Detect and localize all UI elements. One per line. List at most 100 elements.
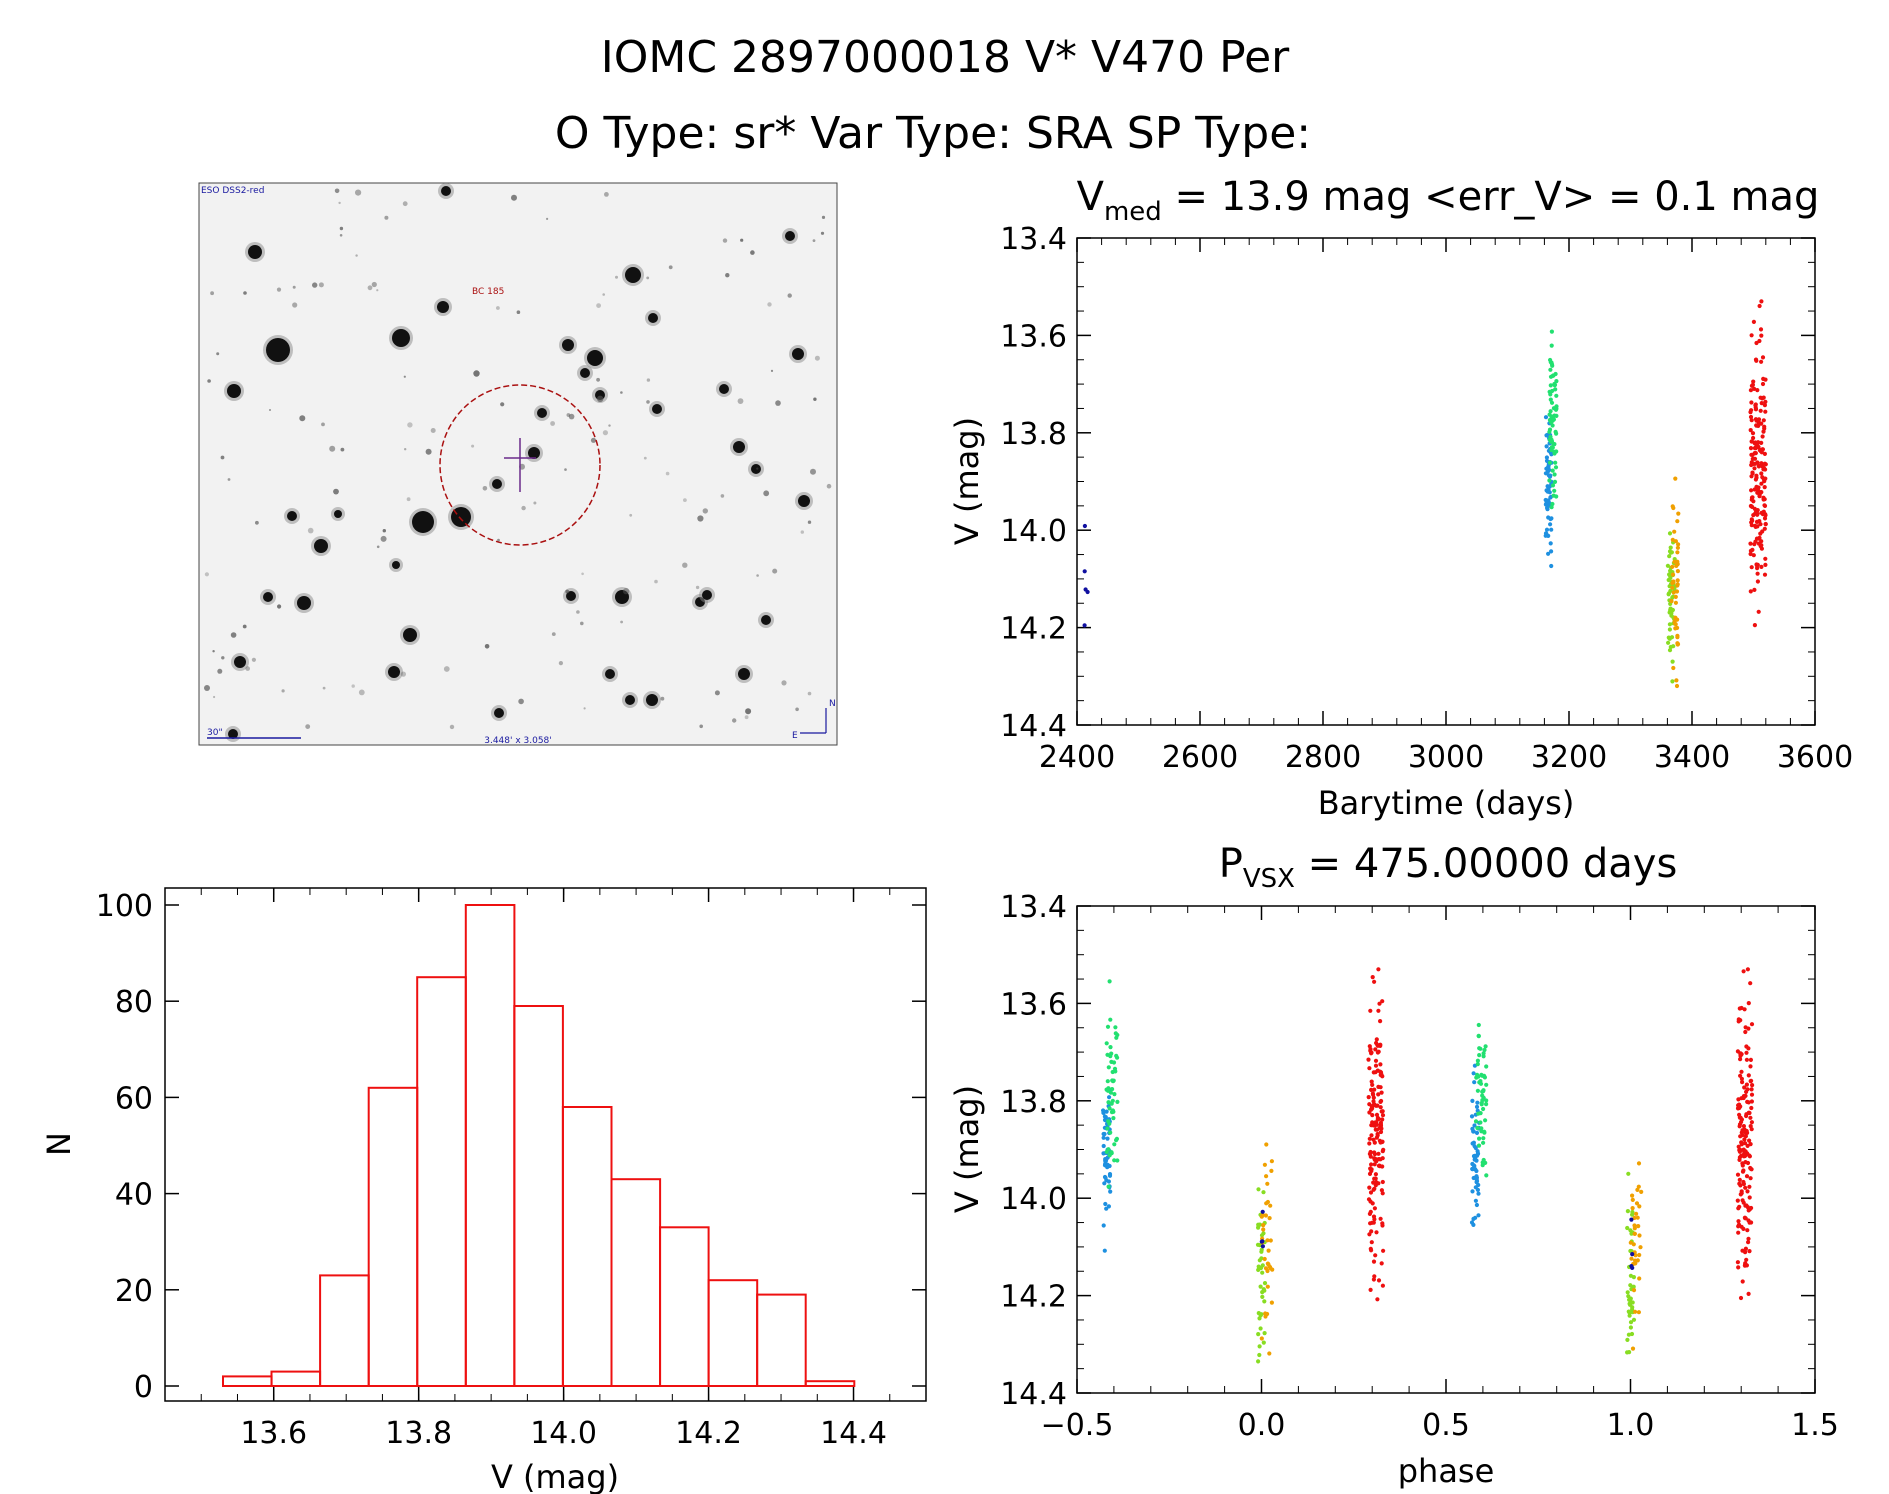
phased-point-red [1743,1153,1748,1158]
phased-point-yellow-green [1256,1359,1261,1364]
star-faint [807,520,812,524]
phased-point-yellow-green [1261,1190,1266,1195]
lightcurve-xtick-label: 3600 [1777,740,1853,775]
phased-point-yellow-green [1261,1287,1266,1292]
phased-point-red [1367,1211,1372,1216]
phased-point-green [1476,1111,1481,1116]
phased-point-green [1105,1079,1110,1084]
phased-point-red [1745,967,1750,972]
star-faint [376,545,380,549]
lightcurve-point-season-4 [1749,439,1755,444]
star [537,408,547,418]
phased-point-red [1373,1172,1378,1177]
star-faint [781,680,787,686]
phased-point-orange [1260,1212,1265,1217]
star-faint [340,447,345,452]
star [751,464,761,474]
lightcurve-point-season-3a [1668,545,1673,550]
lightcurve-point-season-2a [1544,527,1550,532]
phased-point-red [1747,1195,1752,1200]
lightcurve-point-season-4 [1749,488,1754,493]
phased-point-red [1380,1223,1385,1228]
star-faint [292,285,296,289]
phased-point-blue [1473,1185,1478,1190]
lightcurve-point-season-4 [1754,358,1759,363]
lightcurve-axes-frame [1076,237,1816,726]
star-faint [329,445,336,452]
star-faint [597,395,604,402]
phased-point-yellow-green [1628,1273,1633,1278]
lightcurve-point-season-4 [1760,355,1766,360]
lightcurve-point-season-4 [1763,522,1768,527]
phased-point-orange [1635,1215,1640,1220]
phased-point-green [1114,1138,1119,1143]
lightcurve-point-season-4 [1753,523,1758,529]
phased-point-red [1373,1176,1378,1181]
phased-point-yellow-green [1628,1283,1633,1288]
phased-point-orange [1631,1288,1637,1293]
star [646,694,658,706]
phased-point-red [1369,1240,1374,1245]
lightcurve-point-season-2b [1554,494,1559,499]
phased-point-yellow-green [1630,1307,1635,1312]
phased-point-red [1741,969,1746,974]
star-faint [425,448,432,455]
phased-point-red [1737,1115,1742,1120]
star-faint [355,254,358,257]
star-faint [367,285,373,291]
phased-point-yellow-green [1628,1320,1634,1325]
phased-point-red [1744,1257,1749,1262]
lightcurve-point-season-2b [1551,373,1556,378]
star-faint [744,715,749,720]
phased-point-green [1479,1072,1484,1077]
phased-point-orange [1263,1311,1268,1316]
phased-point-green [1476,1022,1481,1028]
lightcurve-point-season-3b [1673,615,1678,620]
lightcurve-point-season-3a [1667,531,1673,536]
phased-point-orange [1267,1216,1272,1221]
phased-point-red [1744,1057,1749,1062]
phased-point-red [1749,1205,1754,1211]
phased-point-green [1473,1119,1479,1124]
phased-point-green [1477,1053,1482,1058]
lightcurve-point-season-3b [1673,600,1678,605]
histogram-bar [367,1086,419,1388]
lightcurve-point-season-4 [1748,388,1753,393]
phased-point-blue [1102,1181,1107,1186]
star-faint [496,306,500,310]
lightcurve-point-season-2a [1549,549,1554,554]
lightcurve-point-season-3a [1670,679,1675,684]
lightcurve-point-season-4 [1754,519,1760,525]
lightcurve-point-season-3b [1671,580,1676,585]
histogram-bar [756,1293,807,1387]
star-faint [230,632,237,638]
phased-point-yellow-green [1257,1316,1262,1321]
phased-point-red [1744,1113,1749,1119]
phased-point-red [1375,1133,1380,1138]
star-faint [482,486,488,491]
phased-point-red [1368,1190,1374,1195]
phased-point-orange [1264,1174,1269,1179]
phased-point-red [1748,1057,1753,1062]
phased-point-red [1738,1134,1743,1139]
lightcurve-point-season-4 [1756,609,1761,614]
histogram-bar [319,1274,370,1388]
phased-point-blue [1475,1151,1481,1156]
phased-point-red [1370,975,1375,980]
phased-xlabel: phase [1398,1452,1495,1490]
phased-point-yellow-green [1256,1187,1261,1192]
star-faint [820,231,825,235]
phased-point-red [1367,1171,1373,1176]
phased-point-green [1104,1041,1109,1046]
phased-point-yellow-green [1256,1264,1261,1269]
star-faint [807,691,812,696]
phased-point-blue [1470,1126,1475,1131]
lightcurve-point-season-4 [1749,565,1754,570]
phased-point-blue [1474,1130,1480,1135]
phased-point-red [1369,1162,1374,1167]
star [615,590,629,604]
fov-label: 3.448' x 3.058' [484,736,552,746]
lightcurve-point-season-3b [1670,572,1676,577]
lightcurve-xtick-label: 2800 [1285,740,1361,775]
phased-point-orange [1259,1336,1264,1341]
